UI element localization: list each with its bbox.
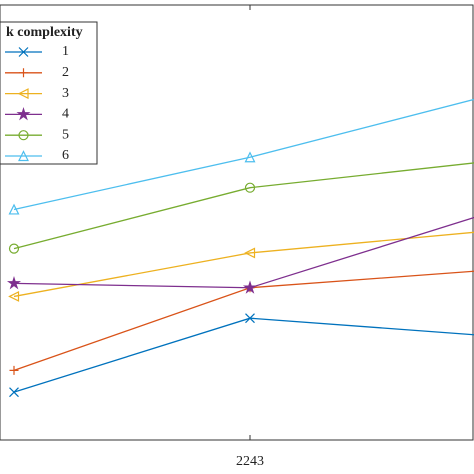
legend-marker xyxy=(17,88,29,100)
legend-label: 3 xyxy=(62,86,69,101)
legend-marker xyxy=(18,130,29,141)
plot-frame xyxy=(0,4,474,441)
point-marker xyxy=(244,247,256,259)
point-marker xyxy=(245,313,255,324)
legend-label: 1 xyxy=(62,44,69,59)
legend-marker xyxy=(19,68,28,78)
series-line xyxy=(13,231,474,298)
legend-label: 6 xyxy=(62,148,69,163)
series-line xyxy=(13,317,474,393)
legend-marker xyxy=(16,107,31,121)
point-marker xyxy=(244,151,256,163)
point-marker xyxy=(9,365,19,375)
legend-label: 5 xyxy=(62,127,69,142)
x-tick-label: 2243 xyxy=(236,454,264,469)
point-marker xyxy=(242,280,258,294)
point-marker xyxy=(9,387,19,398)
legend: k complexity 1 2 3 4 5 6 xyxy=(0,21,98,165)
series-line xyxy=(13,162,474,250)
point-marker xyxy=(8,203,20,215)
legend-title: k complexity xyxy=(6,25,83,40)
point-marker xyxy=(244,182,256,193)
legend-label: 4 xyxy=(62,107,69,122)
legend-marker xyxy=(18,150,29,162)
series-line xyxy=(13,98,474,211)
legend-marker xyxy=(18,47,29,57)
plot-area: 2243 xyxy=(6,5,474,469)
legend-box xyxy=(0,21,98,165)
point-marker xyxy=(6,276,22,290)
point-marker xyxy=(8,290,20,302)
point-marker xyxy=(8,243,20,254)
legend-label: 2 xyxy=(62,65,69,80)
